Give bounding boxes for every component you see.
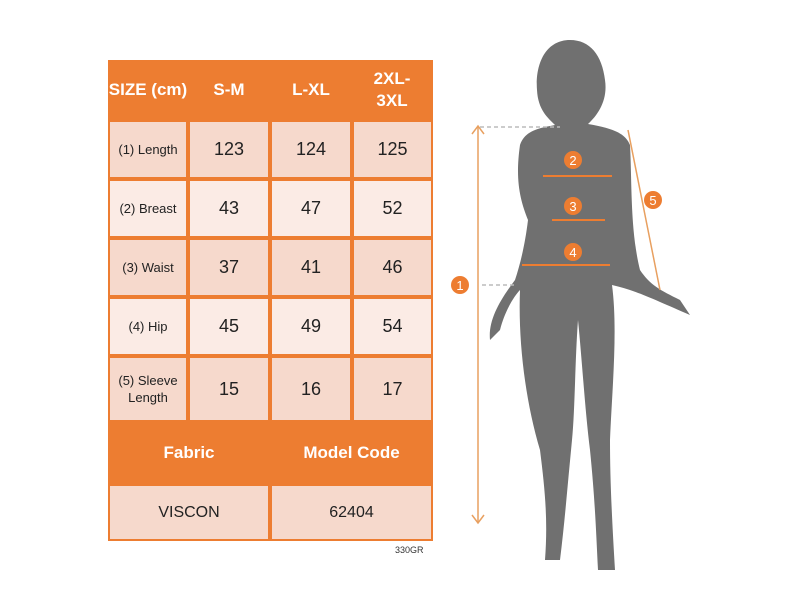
size-value: 45 [188, 297, 270, 356]
product-code: 330GR [395, 545, 424, 555]
marker-1 [451, 276, 469, 294]
row-label: (1) Length [108, 120, 188, 179]
svg-text:4: 4 [569, 245, 576, 260]
fabric-value: VISCON [108, 484, 270, 541]
row-label: (5) Sleeve Length [108, 356, 188, 422]
size-value: 47 [270, 179, 352, 238]
size-value: 41 [270, 238, 352, 297]
marker-3 [564, 197, 582, 215]
model-code-header: Model Code [303, 443, 400, 462]
size-value: 16 [270, 356, 352, 422]
fabric-header: Fabric [163, 443, 215, 462]
size-value: 52 [352, 179, 433, 238]
row-label: (4) Hip [108, 297, 188, 356]
size-value: 54 [352, 297, 433, 356]
model-code-value: 62404 [270, 484, 433, 541]
size-value: 46 [352, 238, 433, 297]
svg-text:3: 3 [569, 199, 576, 214]
size-value: 123 [188, 120, 270, 179]
size-value: 49 [270, 297, 352, 356]
size-value: 37 [188, 238, 270, 297]
svg-text:2: 2 [569, 153, 576, 168]
size-table: SIZE (cm) S-M L-XL 2XL-3XL (1) Length 123… [108, 60, 433, 541]
header-2xl-3xl: 2XL-3XL [373, 69, 411, 110]
markers: 1 2 3 4 5 [451, 151, 662, 294]
header-l-xl: L-XL [292, 80, 330, 99]
svg-text:5: 5 [649, 193, 656, 208]
size-value: 15 [188, 356, 270, 422]
row-label: (3) Waist [108, 238, 188, 297]
size-value: 124 [270, 120, 352, 179]
marker-2 [564, 151, 582, 169]
size-value: 17 [352, 356, 433, 422]
size-value: 125 [352, 120, 433, 179]
header-s-m: S-M [213, 80, 245, 99]
row-label: (2) Breast [108, 179, 188, 238]
silhouette [489, 40, 690, 570]
marker-4 [564, 243, 582, 261]
marker-5 [644, 191, 662, 209]
svg-text:1: 1 [456, 278, 463, 293]
header-size: SIZE (cm) [108, 80, 188, 99]
size-value: 43 [188, 179, 270, 238]
